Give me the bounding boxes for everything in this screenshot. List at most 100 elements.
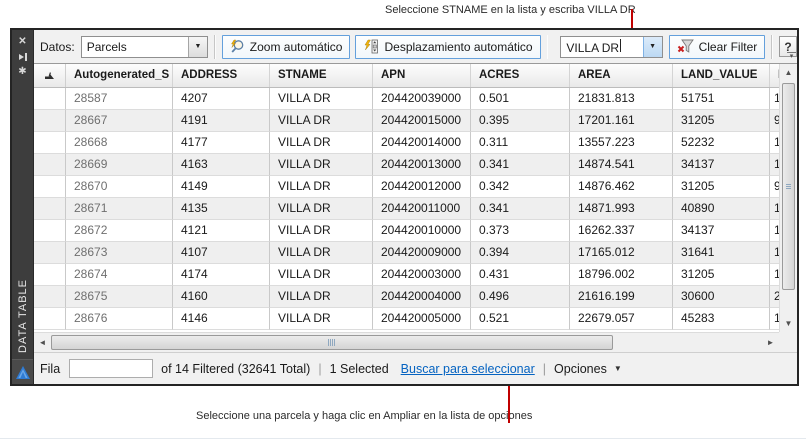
table-cell[interactable]: 14876.462 — [570, 176, 673, 198]
table-row[interactable]: 28676 4146 VILLA DR 204420005000 0.521 22679.… — [34, 308, 779, 330]
zoom-automatic-button[interactable]: Zoom automático — [221, 34, 351, 59]
table-cell[interactable]: 0.311 — [471, 132, 570, 154]
horizontal-scrollbar[interactable]: ◄ ► — [34, 332, 779, 352]
table-cell[interactable]: 204420039000 — [373, 88, 471, 110]
table-row[interactable]: 28587 4207 VILLA DR 204420039000 0.501 21831.… — [34, 88, 779, 110]
table-cell[interactable]: 28672 — [66, 220, 173, 242]
search-to-select-link[interactable]: Buscar para seleccionar — [400, 361, 535, 376]
table-cell[interactable]: 204420003000 — [373, 264, 471, 286]
table-cell[interactable]: 0.521 — [471, 308, 570, 330]
table-cell[interactable]: 28669 — [66, 154, 173, 176]
toolbar-overflow-icon[interactable]: ▾ — [787, 52, 796, 60]
table-cell[interactable]: 4146 — [173, 308, 270, 330]
help-button[interactable]: ? — [779, 36, 797, 57]
table-cell[interactable]: 28671 — [66, 198, 173, 220]
table-cell[interactable]: 9 — [770, 110, 779, 132]
table-row[interactable]: 28669 4163 VILLA DR 204420013000 0.341 14874.… — [34, 154, 779, 176]
table-cell[interactable]: 4177 — [173, 132, 270, 154]
filter-combobox[interactable]: VILLA DR ▼ — [560, 35, 663, 58]
row-selector-cell[interactable] — [34, 110, 66, 132]
row-selector-cell[interactable] — [34, 88, 66, 110]
table-cell[interactable]: 0.431 — [471, 264, 570, 286]
table-cell[interactable]: 28674 — [66, 264, 173, 286]
row-selector-header[interactable] — [34, 64, 66, 87]
table-row[interactable]: 28670 4149 VILLA DR 204420012000 0.342 14876.… — [34, 176, 779, 198]
table-cell[interactable]: 0.501 — [471, 88, 570, 110]
table-cell[interactable]: 0.394 — [471, 242, 570, 264]
close-icon[interactable]: ✕ — [18, 35, 27, 47]
properties-gear-icon[interactable]: ✱ — [18, 65, 27, 77]
table-cell[interactable]: 1 — [770, 198, 779, 220]
table-cell[interactable]: 31205 — [673, 176, 770, 198]
column-header[interactable]: I — [770, 64, 779, 87]
table-cell[interactable]: 1 — [770, 220, 779, 242]
clear-filter-button[interactable]: Clear Filter — [668, 34, 766, 59]
options-menu-button[interactable]: Opciones ▼ — [554, 362, 622, 376]
table-cell[interactable]: 4207 — [173, 88, 270, 110]
table-cell[interactable]: 28673 — [66, 242, 173, 264]
table-cell[interactable]: 18796.002 — [570, 264, 673, 286]
table-cell[interactable]: 204420004000 — [373, 286, 471, 308]
table-cell[interactable]: 204420012000 — [373, 176, 471, 198]
table-cell[interactable]: 31205 — [673, 264, 770, 286]
table-row[interactable]: 28672 4121 VILLA DR 204420010000 0.373 16262.… — [34, 220, 779, 242]
table-cell[interactable]: 204420009000 — [373, 242, 471, 264]
table-cell[interactable]: 34137 — [673, 220, 770, 242]
table-cell[interactable]: 28587 — [66, 88, 173, 110]
row-selector-cell[interactable] — [34, 220, 66, 242]
table-cell[interactable]: 1 — [770, 154, 779, 176]
column-header[interactable]: Autogenerated_S — [66, 64, 173, 87]
table-row[interactable]: 28675 4160 VILLA DR 204420004000 0.496 21616.… — [34, 286, 779, 308]
table-cell[interactable]: 28668 — [66, 132, 173, 154]
auto-scroll-button[interactable]: Desplazamiento automático — [355, 34, 541, 59]
horizontal-scrollbar-thumb[interactable] — [51, 335, 613, 350]
table-cell[interactable]: VILLA DR — [270, 154, 373, 176]
table-cell[interactable]: 30600 — [673, 286, 770, 308]
table-cell[interactable]: 22679.057 — [570, 308, 673, 330]
table-cell[interactable]: 52232 — [673, 132, 770, 154]
table-cell[interactable]: 4149 — [173, 176, 270, 198]
layer-combobox-dropdown-button[interactable]: ▼ — [187, 36, 207, 57]
vertical-scrollbar-thumb[interactable] — [782, 83, 795, 290]
row-selector-cell[interactable] — [34, 176, 66, 198]
table-cell[interactable]: 28676 — [66, 308, 173, 330]
column-header[interactable]: STNAME — [270, 64, 373, 87]
column-header[interactable]: APN — [373, 64, 471, 87]
vertical-scrollbar[interactable]: ▲ ▼ — [779, 64, 797, 332]
table-cell[interactable]: 21831.813 — [570, 88, 673, 110]
column-header[interactable]: LAND_VALUE — [673, 64, 770, 87]
table-cell[interactable]: VILLA DR — [270, 308, 373, 330]
table-cell[interactable]: 204420015000 — [373, 110, 471, 132]
table-cell[interactable]: 31641 — [673, 242, 770, 264]
table-cell[interactable]: 16262.337 — [570, 220, 673, 242]
table-row[interactable]: 28668 4177 VILLA DR 204420014000 0.311 13557.… — [34, 132, 779, 154]
scroll-up-arrow-icon[interactable]: ▲ — [780, 64, 797, 81]
table-cell[interactable]: VILLA DR — [270, 220, 373, 242]
table-cell[interactable]: 0.342 — [471, 176, 570, 198]
table-cell[interactable]: 45283 — [673, 308, 770, 330]
column-header[interactable]: ACRES — [471, 64, 570, 87]
table-cell[interactable]: 1 — [770, 242, 779, 264]
table-cell[interactable]: 1 — [770, 308, 779, 330]
table-row[interactable]: 28671 4135 VILLA DR 204420011000 0.341 14871.… — [34, 198, 779, 220]
table-cell[interactable]: 0.341 — [471, 154, 570, 176]
table-cell[interactable]: 0.341 — [471, 198, 570, 220]
table-cell[interactable]: VILLA DR — [270, 110, 373, 132]
table-cell[interactable]: 2 — [770, 286, 779, 308]
column-header[interactable]: AREA — [570, 64, 673, 87]
table-cell[interactable]: 204420010000 — [373, 220, 471, 242]
table-cell[interactable]: 17201.161 — [570, 110, 673, 132]
table-cell[interactable]: 4135 — [173, 198, 270, 220]
row-selector-cell[interactable] — [34, 242, 66, 264]
table-cell[interactable]: 40890 — [673, 198, 770, 220]
table-cell[interactable]: 1 — [770, 132, 779, 154]
table-cell[interactable]: 0.373 — [471, 220, 570, 242]
scroll-down-arrow-icon[interactable]: ▼ — [780, 315, 797, 332]
table-cell[interactable]: 204420005000 — [373, 308, 471, 330]
row-selector-cell[interactable] — [34, 198, 66, 220]
table-cell[interactable]: 4163 — [173, 154, 270, 176]
auto-hide-pin-icon[interactable] — [12, 49, 33, 64]
table-cell[interactable]: 4160 — [173, 286, 270, 308]
table-cell[interactable]: 14871.993 — [570, 198, 673, 220]
column-header[interactable]: ADDRESS — [173, 64, 270, 87]
